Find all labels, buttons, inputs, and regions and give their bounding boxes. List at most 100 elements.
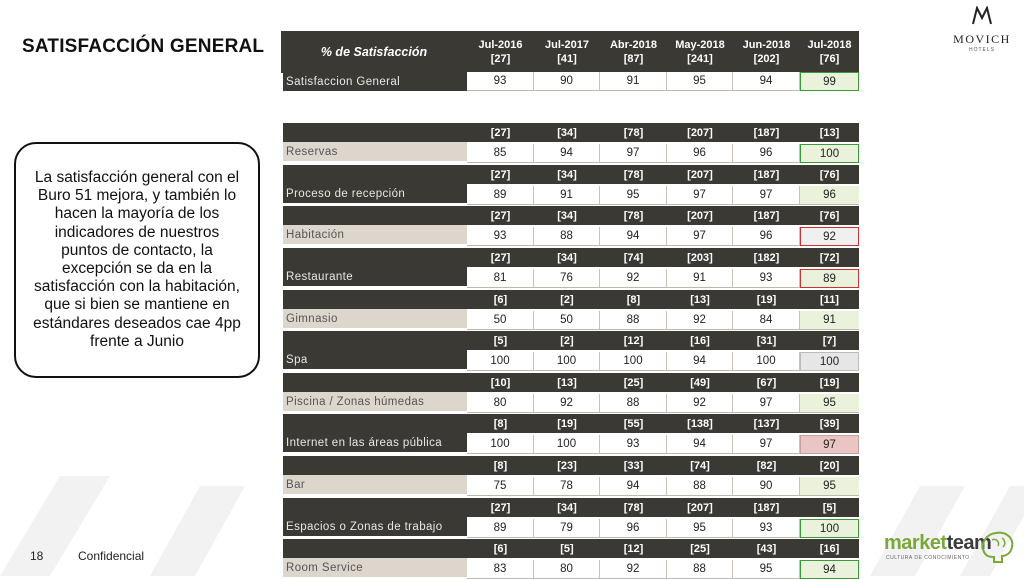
sample-size-cell: [23]: [557, 459, 577, 472]
value-cell: 89: [467, 186, 534, 205]
value-cell: 85: [467, 144, 534, 163]
movich-emblem-icon: [972, 5, 992, 25]
page-number: 18: [30, 549, 44, 563]
value-cell: 95: [733, 560, 800, 579]
sample-size-cell: [5]: [822, 501, 837, 514]
value-cell: 91: [800, 311, 859, 330]
value-cell: 97: [800, 435, 859, 454]
value-cell: 96: [800, 186, 859, 205]
sample-size-cell: [8]: [493, 417, 508, 430]
sample-size-cell: [187]: [753, 501, 780, 514]
sample-size-cell: [187]: [753, 168, 780, 181]
sample-size-cell: [34]: [557, 209, 577, 222]
value-cell: 93: [467, 72, 534, 91]
sample-size-cell: [13]: [557, 376, 577, 389]
value-cell: 97: [733, 394, 800, 413]
sample-size-cell: [31]: [756, 334, 777, 347]
value-cell: 100: [467, 352, 534, 371]
value-cell: 100: [800, 519, 859, 538]
sample-size-cell: [6]: [493, 293, 508, 306]
value-cell: 92: [800, 227, 859, 246]
value-cell: 97: [600, 144, 667, 163]
value-cell: 93: [467, 227, 534, 246]
value-cell: 79: [534, 519, 600, 538]
sample-size-cell: [2]: [560, 334, 574, 347]
sample-size-cell: [10]: [490, 376, 511, 389]
value-cell: 97: [733, 186, 800, 205]
sample-size-cell: [67]: [756, 376, 777, 389]
value-cell: 92: [600, 269, 667, 288]
sample-size-cell: [207]: [687, 209, 713, 222]
sample-size-cell: [76]: [819, 209, 840, 222]
value-cell: 91: [667, 269, 733, 288]
sample-size-cell: [11]: [820, 293, 839, 306]
value-cell: 95: [600, 186, 667, 205]
row-label: Proceso de recepción: [283, 184, 467, 203]
value-cell: 95: [667, 519, 733, 538]
value-cell: 100: [600, 352, 667, 371]
movich-logo-text: MOVICH: [953, 32, 1011, 46]
value-cell: 80: [534, 560, 600, 579]
value-cell: 88: [667, 477, 733, 496]
sample-size-cell: [19]: [557, 417, 577, 430]
value-cell: 50: [534, 311, 600, 330]
header-label: % de Satisfacción: [320, 45, 428, 59]
brain-icon: [981, 531, 1014, 563]
sample-size-cell: [25]: [690, 542, 710, 555]
footer-confidential: Confidencial: [78, 549, 145, 563]
column-period: May-2018: [675, 39, 725, 51]
sample-size-cell: [39]: [819, 417, 840, 430]
sample-size-cell: [74]: [623, 251, 644, 264]
value-cell: 88: [534, 227, 600, 246]
value-cell: 80: [467, 394, 534, 413]
value-cell: 94: [667, 352, 733, 371]
sample-size-cell: [16]: [819, 542, 840, 555]
value-cell: 91: [600, 72, 667, 91]
value-cell: 94: [800, 560, 859, 579]
marketteam-logo-team: team: [946, 532, 992, 554]
value-cell: 100: [534, 352, 600, 371]
sample-size-cell: [74]: [690, 459, 710, 472]
value-cell: 93: [600, 435, 667, 454]
value-cell: 75: [467, 477, 534, 496]
sample-size-band: [467, 456, 859, 475]
sample-size-cell: [203]: [687, 251, 713, 264]
value-cell: 89: [467, 519, 534, 538]
marketteam-logo-sub: CULTURA DE CONOCIMIENTO: [886, 555, 970, 561]
movich-logo: MOVICH HOTELS: [946, 5, 1018, 53]
value-cell: 78: [534, 477, 600, 496]
sample-size-band: [467, 248, 859, 267]
sample-size-cell: [187]: [753, 209, 780, 222]
sample-size-cell: [7]: [822, 334, 837, 347]
row-spacer: [283, 165, 467, 184]
value-cell: 92: [600, 560, 667, 579]
column-header: Abr-2018 [87]: [600, 31, 667, 73]
value-cell: 94: [600, 477, 667, 496]
sample-size-cell: [8]: [493, 459, 508, 472]
sample-size-cell: [72]: [819, 251, 840, 264]
row-spacer: [283, 290, 467, 309]
sample-size-cell: [82]: [756, 459, 777, 472]
sample-size-band: [467, 373, 859, 392]
row-label: Reservas: [283, 142, 467, 161]
sample-size-cell: [27]: [490, 501, 511, 514]
sample-size-cell: [182]: [753, 251, 780, 264]
sample-size-cell: [20]: [819, 459, 840, 472]
row-spacer: [283, 331, 467, 350]
value-cell: 84: [733, 311, 800, 330]
value-cell: 88: [667, 560, 733, 579]
value-cell: 89: [800, 269, 859, 288]
row-spacer: [283, 123, 467, 142]
sample-size-band: [467, 539, 859, 558]
column-period: Jul-2016: [478, 39, 523, 51]
column-period: Jul-2018: [807, 39, 852, 51]
row-label: Espacios o Zonas de trabajo: [283, 517, 467, 536]
sample-size-cell: [27]: [490, 168, 511, 181]
sample-size-cell: [78]: [623, 209, 644, 222]
value-cell: 100: [534, 435, 600, 454]
row-spacer: [283, 248, 467, 267]
sample-size-cell: [207]: [687, 501, 713, 514]
sample-size-cell: [12]: [623, 542, 644, 555]
row-label: Room Service: [283, 558, 467, 577]
value-cell: 95: [800, 394, 859, 413]
